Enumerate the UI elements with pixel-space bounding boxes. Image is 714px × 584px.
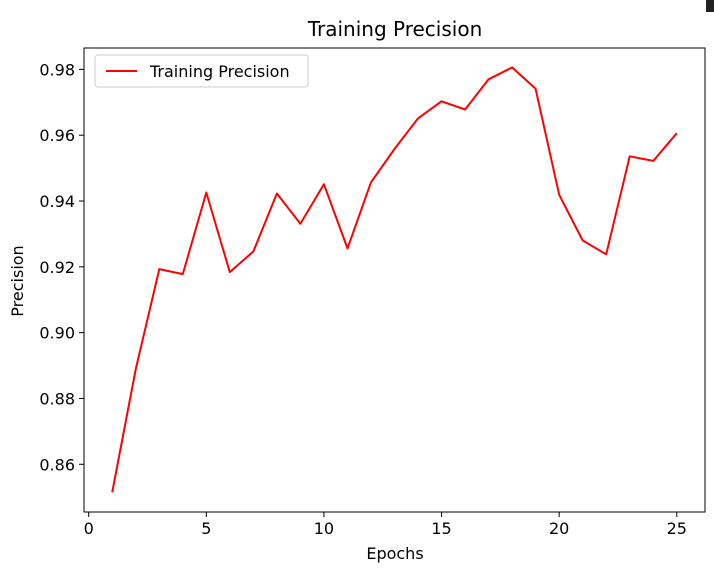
- y-tick-label: 0.98: [39, 60, 75, 79]
- x-tick-label: 0: [84, 519, 94, 538]
- x-axis-ticks: 0 5 10 15 20 25: [84, 512, 687, 538]
- axes-frame: [84, 48, 705, 512]
- legend: Training Precision: [95, 55, 308, 87]
- y-tick-label: 0.96: [39, 126, 75, 145]
- x-tick-label: 5: [201, 519, 211, 538]
- y-tick-label: 0.86: [39, 455, 75, 474]
- y-axis-ticks: 0.86 0.88 0.90 0.92 0.94 0.96 0.98: [39, 60, 84, 474]
- y-tick-label: 0.90: [39, 324, 75, 343]
- series-layer: [112, 67, 677, 492]
- x-tick-label: 15: [431, 519, 451, 538]
- chart-title: Training Precision: [307, 17, 483, 41]
- x-tick-label: 20: [549, 519, 569, 538]
- y-tick-label: 0.94: [39, 192, 75, 211]
- y-axis-label: Precision: [8, 245, 27, 316]
- x-tick-label: 10: [314, 519, 334, 538]
- legend-label: Training Precision: [149, 62, 290, 81]
- series-line: [112, 67, 677, 492]
- corner-marker: [706, 0, 714, 12]
- x-tick-label: 25: [667, 519, 687, 538]
- y-tick-label: 0.92: [39, 258, 75, 277]
- x-axis-label: Epochs: [366, 544, 423, 563]
- y-tick-label: 0.88: [39, 389, 75, 408]
